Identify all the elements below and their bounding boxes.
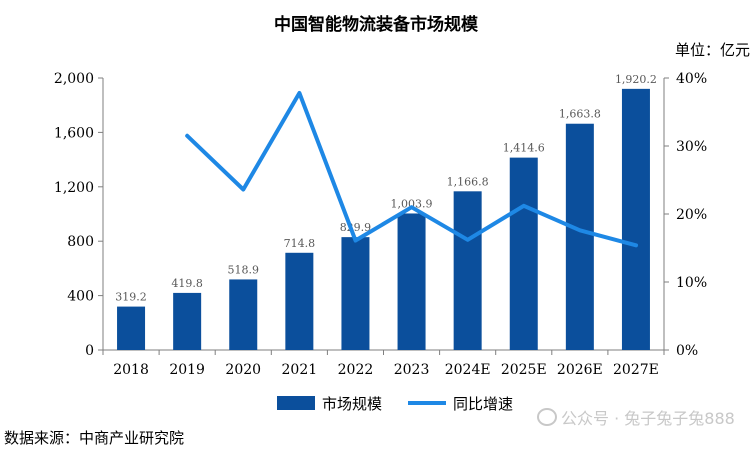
x-tick-label: 2026E bbox=[557, 362, 603, 378]
bar bbox=[341, 237, 370, 350]
watermark: 公众号 · 兔子兔子兔888 bbox=[537, 405, 735, 429]
bar-value-label: 419.8 bbox=[171, 277, 203, 290]
y-left-tick-label: 800 bbox=[67, 234, 94, 250]
bar-value-label: 1,920.2 bbox=[615, 73, 657, 86]
x-tick-label: 2019 bbox=[169, 362, 205, 378]
bar bbox=[509, 157, 538, 350]
y-left-tick-label: 2,000 bbox=[54, 71, 94, 87]
bar bbox=[173, 292, 202, 350]
watermark-text: 公众号 · 兔子兔子兔888 bbox=[561, 409, 735, 428]
bar bbox=[117, 306, 146, 350]
source-note: 数据来源：中商产业研究院 bbox=[4, 429, 185, 447]
legend-label-line: 同比增速 bbox=[453, 395, 513, 413]
x-tick-label: 2023 bbox=[394, 362, 430, 378]
y-right-tick-label: 20% bbox=[676, 207, 707, 223]
bar bbox=[397, 213, 426, 350]
bar bbox=[621, 88, 650, 351]
bar-value-label: 1,414.6 bbox=[503, 142, 545, 155]
x-tick-label: 2022 bbox=[338, 362, 374, 378]
bar bbox=[285, 252, 314, 350]
bar bbox=[229, 279, 258, 350]
x-tick-label: 2021 bbox=[282, 362, 318, 378]
bar-value-label: 1,663.8 bbox=[559, 108, 601, 121]
plot-area: 0 400 800 1,200 1,600 2,000 0% 10% 20% 30% 40% 319.… bbox=[54, 71, 707, 378]
unit-label: 单位：亿元 bbox=[675, 41, 750, 59]
y-left-tick-label: 1,600 bbox=[54, 125, 94, 141]
bar bbox=[565, 123, 594, 350]
bar-value-label: 518.9 bbox=[228, 263, 260, 276]
legend: 市场规模 同比增速 bbox=[277, 395, 513, 413]
bar-value-label: 1,166.8 bbox=[447, 175, 489, 188]
wechat-icon bbox=[537, 408, 557, 426]
x-tick-label: 2018 bbox=[113, 362, 149, 378]
y-right-tick-label: 0% bbox=[676, 343, 698, 359]
x-tick-label: 2020 bbox=[225, 362, 261, 378]
y-right-tick-label: 30% bbox=[676, 139, 707, 155]
y-left-tick-label: 400 bbox=[67, 289, 94, 305]
growth-rate-line bbox=[185, 91, 638, 248]
x-tick-label: 2024E bbox=[445, 362, 491, 378]
x-tick-label: 2027E bbox=[613, 362, 659, 378]
legend-swatch-bar bbox=[277, 396, 315, 410]
y-left-tick-label: 0 bbox=[85, 343, 94, 359]
y-right-tick-label: 40% bbox=[676, 71, 707, 87]
bar bbox=[453, 191, 482, 350]
bar-value-label: 319.2 bbox=[115, 291, 147, 304]
x-tick-label: 2025E bbox=[501, 362, 547, 378]
bar-value-label: 714.8 bbox=[284, 237, 316, 250]
y-right-tick-label: 10% bbox=[676, 275, 707, 291]
y-left-tick-label: 1,200 bbox=[54, 180, 94, 196]
legend-label-bar: 市场规模 bbox=[322, 395, 382, 413]
bar-value-label: 1,003.9 bbox=[391, 197, 433, 210]
chart-title: 中国智能物流装备市场规模 bbox=[274, 14, 479, 35]
